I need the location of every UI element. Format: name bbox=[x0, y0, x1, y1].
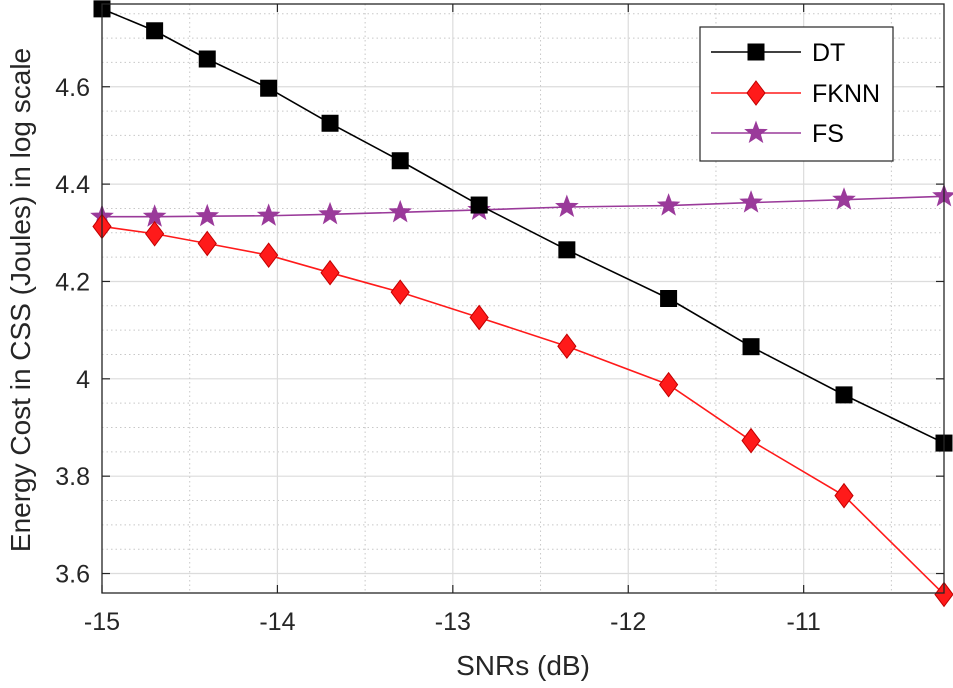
x-tick-label: -14 bbox=[259, 608, 295, 636]
data-point-fknn bbox=[741, 427, 761, 454]
data-point-fs bbox=[388, 199, 413, 223]
series-line-fs bbox=[102, 195, 945, 218]
y-tick-label: 4.6 bbox=[55, 74, 90, 102]
y-tick-label: 3.6 bbox=[55, 561, 90, 589]
plot-frame bbox=[101, 3, 945, 594]
data-point-fknn bbox=[469, 304, 489, 331]
data-point-fknn bbox=[259, 242, 279, 269]
data-point-fs bbox=[318, 201, 342, 225]
data-point-fs bbox=[555, 194, 579, 218]
data-point-dt bbox=[260, 79, 278, 97]
data-point-fs bbox=[832, 187, 856, 210]
data-point-dt bbox=[470, 196, 488, 214]
legend-marker-dt bbox=[747, 43, 765, 61]
data-point-dt bbox=[391, 152, 409, 170]
data-point-dt bbox=[835, 386, 853, 404]
data-point-dt bbox=[198, 50, 216, 68]
axis-ticks: -15 -14 -13 -12 -11 3.6 3.8 4 4.2 4.4 4.6 bbox=[55, 4, 944, 636]
data-point-fknn bbox=[320, 259, 340, 286]
data-point-dt bbox=[558, 241, 576, 259]
legend-marker-fs bbox=[744, 120, 768, 144]
data-point-fs bbox=[656, 193, 681, 216]
x-axis-title: SNRs (dB) bbox=[456, 650, 590, 681]
series-line-dt bbox=[101, 8, 945, 444]
legend-label-fs: FS bbox=[812, 120, 844, 148]
data-point-dt bbox=[660, 290, 678, 307]
series-fknn bbox=[92, 213, 953, 608]
x-tick-label: -13 bbox=[435, 608, 471, 636]
data-point-fs bbox=[195, 203, 220, 227]
data-point-fknn bbox=[934, 581, 953, 608]
x-tick-label: -15 bbox=[84, 608, 120, 636]
legend-label-fknn: FKNN bbox=[812, 80, 880, 108]
series-dt bbox=[93, 0, 953, 452]
legend-label-dt: DT bbox=[812, 39, 845, 67]
y-tick-label: 4 bbox=[76, 366, 90, 394]
series-group bbox=[90, 0, 953, 608]
data-point-fknn bbox=[197, 230, 217, 257]
y-tick-label: 4.2 bbox=[55, 268, 90, 296]
legend: DT FKNN FS bbox=[699, 26, 894, 162]
grid bbox=[101, 4, 944, 593]
data-point-fknn bbox=[834, 482, 854, 509]
data-point-fs bbox=[256, 203, 281, 226]
legend-box bbox=[699, 26, 894, 162]
data-point-fs bbox=[739, 190, 763, 213]
x-tick-label: -11 bbox=[787, 608, 821, 636]
data-point-fknn bbox=[557, 333, 577, 360]
data-point-fknn bbox=[390, 279, 410, 306]
series-line-fknn bbox=[101, 225, 945, 596]
data-point-dt bbox=[742, 338, 760, 356]
y-tick-label: 3.8 bbox=[55, 463, 90, 491]
series-fs bbox=[90, 183, 953, 227]
data-point-fknn bbox=[145, 220, 165, 247]
data-point-fknn bbox=[658, 371, 679, 398]
x-tick-label: -12 bbox=[610, 608, 646, 636]
data-point-dt bbox=[146, 22, 164, 40]
y-tick-label: 4.4 bbox=[55, 171, 90, 199]
legend-marker-fknn bbox=[746, 80, 766, 106]
data-point-dt bbox=[321, 114, 339, 132]
y-axis-title: Energy Cost in CSS (Joules) in log scale bbox=[5, 48, 36, 552]
